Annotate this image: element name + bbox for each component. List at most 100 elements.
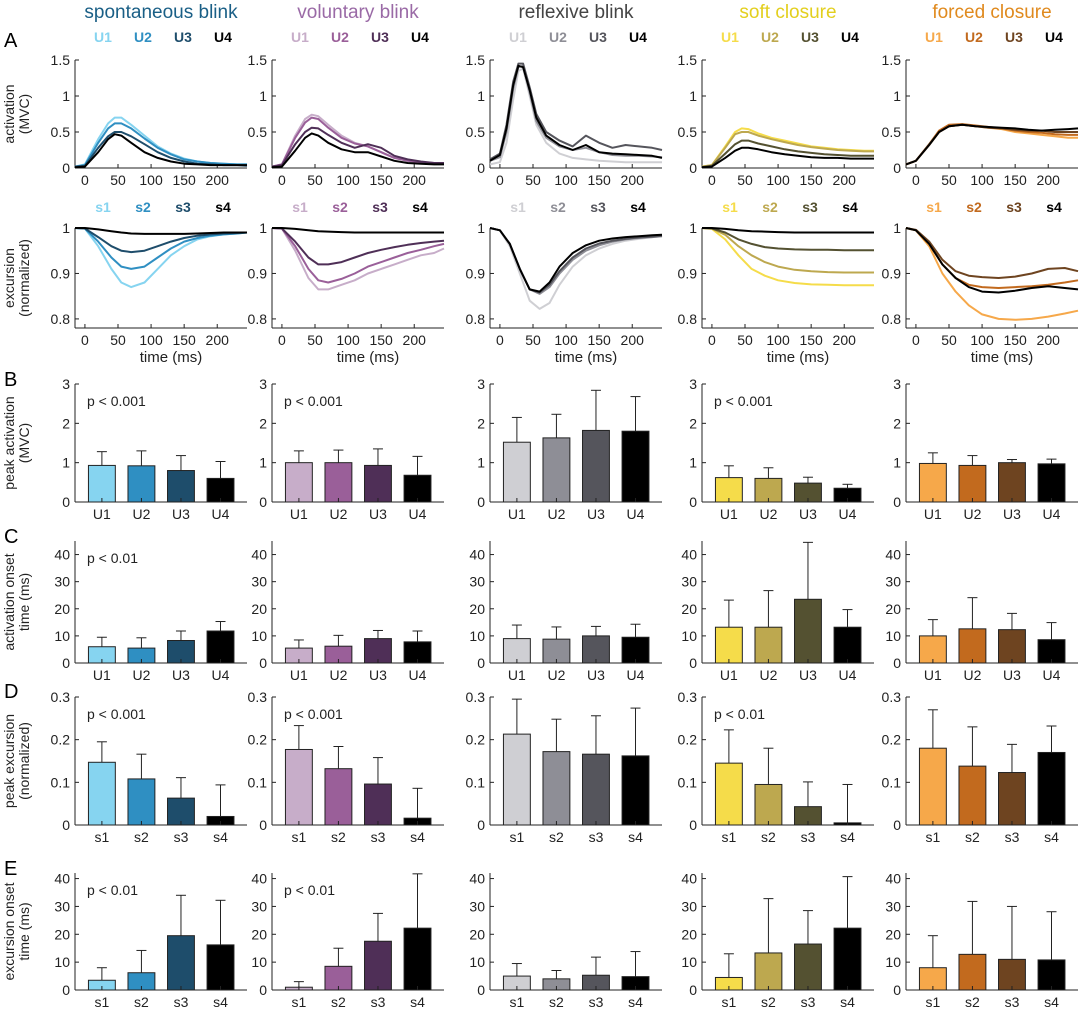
bar-s1: [714, 762, 743, 826]
x-tick-label: U4: [839, 667, 857, 683]
y-tick-label: 0.8: [248, 311, 268, 327]
panel-soft-row-5: 0 10 20 30 40 s1 s2 s3 s4: [681, 871, 874, 1010]
legend-entry: s2: [550, 199, 566, 215]
y-tick-label: 0: [259, 982, 267, 998]
y-tick-label: 0: [477, 982, 485, 998]
bar-U4: [621, 636, 650, 664]
x-tick-label: s2: [549, 994, 564, 1010]
y-tick-label: 30: [54, 574, 70, 590]
x-tick-label: 0: [81, 172, 89, 188]
p-value: 0.001: [308, 706, 343, 722]
y-tick-label: 0.9: [248, 265, 268, 281]
x-tick-label: 100: [554, 332, 578, 348]
y-tick-label: 1: [259, 455, 267, 471]
p-value: 0.01: [738, 706, 765, 722]
x-tick-label: U4: [212, 667, 230, 683]
x-tick-label: U1: [720, 667, 738, 683]
y-axis-label: excursion onset: [1, 882, 17, 980]
legend-entry: s4: [842, 199, 858, 215]
y-tick-label: 40: [251, 871, 267, 887]
y-tick-label: 10: [54, 628, 70, 644]
y-tick-label: 0: [62, 817, 70, 833]
x-tick-label: s4: [213, 829, 228, 845]
bar-U3: [998, 462, 1026, 503]
x-tick-label: U1: [508, 506, 526, 522]
legend-entry: s1: [510, 199, 526, 215]
y-tick-label: 0: [893, 655, 901, 671]
y-tick-label: 0.1: [248, 774, 268, 790]
legend-entry: s1: [292, 199, 308, 215]
bar-s3: [364, 940, 392, 991]
y-tick-label: 0.5: [466, 124, 486, 140]
bar-s2: [754, 952, 783, 991]
x-tick-label: U1: [924, 506, 942, 522]
y-axis-label: (normalized): [16, 722, 32, 800]
y-tick-label: 0: [689, 817, 697, 833]
x-tick-label: s1: [925, 829, 940, 845]
y-tick-label: 1: [689, 220, 697, 236]
y-tick-label: 40: [681, 547, 697, 563]
legend-entry: U2: [134, 29, 152, 45]
y-tick-label: 2: [259, 415, 267, 431]
x-tick-label: U3: [799, 667, 817, 683]
series-line-s2: [701, 227, 874, 274]
bar-U4: [206, 630, 235, 664]
panel-forced-row-3: 0 10 20 30 40 U1 U2 U3 U4: [885, 541, 1078, 683]
legend-entry: s4: [215, 199, 231, 215]
panel-spontaneous-row-0: 0 0.5 1 1.5 0 50 100 150 200 U1 U2 U3 U4: [51, 29, 248, 188]
p-value-label: p < 0.001: [714, 393, 773, 409]
x-tick-label: 150: [587, 172, 611, 188]
p-value-prefix: p <: [284, 706, 308, 722]
x-tick-label: U4: [409, 506, 427, 522]
x-tick-label: U1: [924, 667, 942, 683]
bar-U3: [998, 629, 1026, 664]
p-value-prefix: p <: [87, 882, 111, 898]
panel-voluntary-row-0: 0 0.5 1 1.5 0 50 100 150 200 U1 U2 U3 U4: [248, 29, 444, 188]
y-tick-label: 0: [62, 160, 70, 176]
x-tick-label: s3: [1005, 994, 1020, 1010]
x-tick-label: U4: [1043, 506, 1061, 522]
series-line-U4: [701, 146, 874, 169]
series-line-U1: [701, 127, 874, 168]
legend-entry: U3: [801, 29, 819, 45]
x-tick-label: U3: [172, 667, 190, 683]
y-tick-label: 10: [251, 954, 267, 970]
x-tick-label: s1: [509, 994, 524, 1010]
column-titles: spontaneous blink voluntary blink reflexiv…: [84, 2, 1051, 23]
y-tick-label: 0.2: [882, 732, 902, 748]
x-tick-label: U4: [839, 506, 857, 522]
legend-entry: s3: [372, 199, 388, 215]
x-tick-label: s3: [371, 994, 386, 1010]
y-tick-label: 40: [885, 547, 901, 563]
y-tick-label: 0.2: [248, 732, 268, 748]
series-line-U4: [905, 123, 1079, 166]
x-tick-label: U2: [759, 667, 777, 683]
x-tick-label: s3: [174, 829, 189, 845]
bar-s2: [542, 751, 571, 826]
p-value-label: p < 0.001: [284, 393, 343, 409]
y-tick-label: 1: [477, 455, 485, 471]
x-tick-label: 100: [336, 172, 360, 188]
series-line-s4: [905, 227, 1079, 294]
panel-letter: E: [4, 858, 17, 880]
panel-letter: C: [4, 526, 18, 548]
y-axis-label: peak excursion: [1, 714, 17, 808]
y-tick-label: 0.1: [882, 774, 902, 790]
y-tick-label: 0.2: [51, 732, 71, 748]
y-tick-label: 0.1: [466, 774, 486, 790]
bar-U2: [754, 626, 783, 664]
y-tick-label: 30: [469, 898, 485, 914]
legend-entry: U4: [214, 29, 232, 45]
x-tick-label: s3: [589, 829, 604, 845]
y-tick-label: 1: [689, 455, 697, 471]
legend-entry: s1: [95, 199, 111, 215]
y-tick-label: 1.5: [466, 52, 486, 68]
y-tick-label: 1: [477, 88, 485, 104]
x-axis-label: time (ms): [555, 349, 618, 366]
x-tick-label: U1: [290, 506, 308, 522]
